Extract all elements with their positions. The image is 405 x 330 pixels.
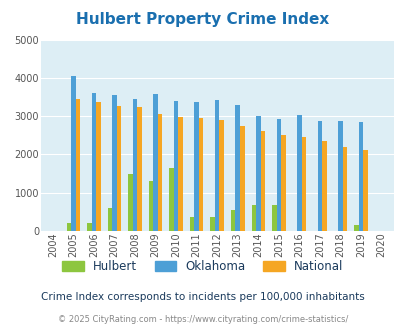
Bar <box>271 205 276 231</box>
Bar <box>353 225 358 231</box>
Text: Hulbert Property Crime Index: Hulbert Property Crime Index <box>76 12 329 26</box>
Bar <box>137 107 141 231</box>
Text: Crime Index corresponds to incidents per 100,000 inhabitants: Crime Index corresponds to incidents per… <box>41 292 364 302</box>
Bar <box>342 147 346 231</box>
Bar <box>190 217 194 231</box>
Bar <box>158 114 162 231</box>
Bar <box>66 222 71 231</box>
Bar <box>178 117 183 231</box>
Legend: Hulbert, Oklahoma, National: Hulbert, Oklahoma, National <box>58 255 347 278</box>
Bar <box>235 105 239 231</box>
Bar <box>194 102 198 231</box>
Bar <box>112 95 117 231</box>
Bar <box>280 135 285 231</box>
Bar <box>169 168 173 231</box>
Bar <box>96 102 100 231</box>
Bar <box>210 217 214 231</box>
Bar <box>214 100 219 231</box>
Bar <box>301 137 305 231</box>
Bar <box>317 121 321 231</box>
Bar <box>107 208 112 231</box>
Bar <box>71 76 75 231</box>
Bar <box>153 94 158 231</box>
Bar <box>230 210 235 231</box>
Bar <box>87 222 92 231</box>
Bar <box>296 115 301 231</box>
Bar <box>256 116 260 231</box>
Bar <box>117 106 121 231</box>
Bar <box>132 99 137 231</box>
Bar <box>128 174 132 231</box>
Bar <box>173 101 178 231</box>
Bar <box>75 99 80 231</box>
Bar <box>362 150 367 231</box>
Bar <box>92 93 96 231</box>
Bar <box>219 120 224 231</box>
Bar <box>276 119 280 231</box>
Bar <box>239 126 244 231</box>
Bar <box>321 141 326 231</box>
Bar <box>251 205 256 231</box>
Bar <box>260 131 264 231</box>
Bar <box>149 181 153 231</box>
Bar <box>358 122 362 231</box>
Bar <box>337 121 342 231</box>
Text: © 2025 CityRating.com - https://www.cityrating.com/crime-statistics/: © 2025 CityRating.com - https://www.city… <box>58 315 347 324</box>
Bar <box>198 118 203 231</box>
